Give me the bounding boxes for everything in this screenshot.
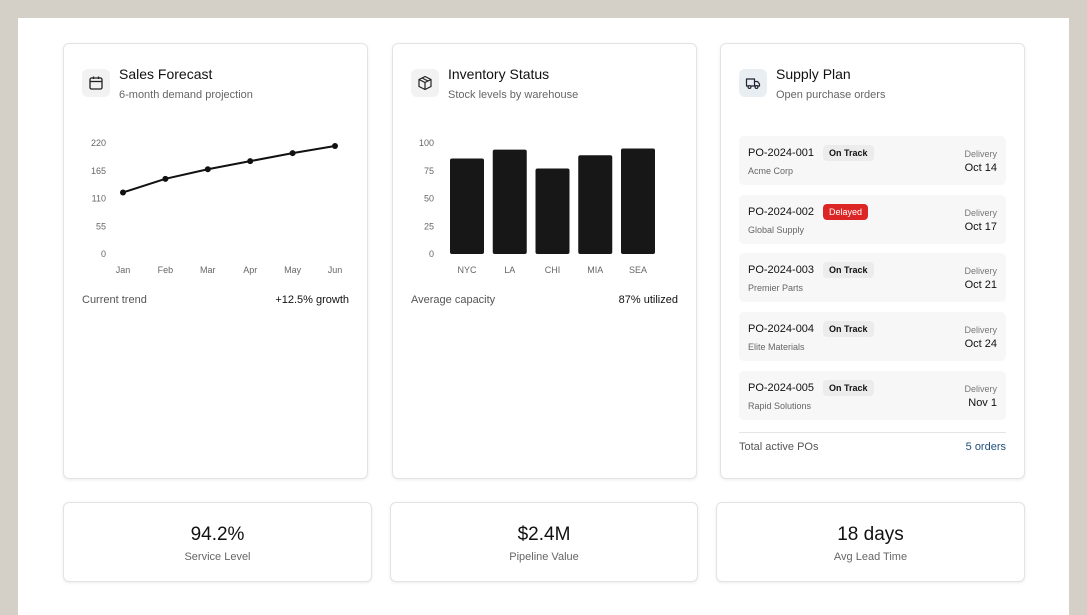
card-subtitle: 6-month demand projection [119, 89, 253, 101]
supplier: Premier Parts [748, 283, 804, 294]
y-tick-label: 110 [92, 194, 106, 204]
y-tick-label: 165 [91, 166, 106, 176]
point [204, 166, 211, 173]
x-tick-label: LA [504, 265, 515, 275]
inventory-card: Inventory Status Stock levels by warehou… [392, 43, 697, 479]
supplier: Elite Materials [748, 342, 805, 353]
card-subtitle: Open purchase orders [776, 89, 886, 101]
x-tick-label: May [284, 265, 302, 275]
order-id: PO-2024-003 [748, 264, 815, 277]
point [289, 150, 296, 157]
supplier: Acme Corp [748, 166, 794, 176]
delivery-label: Delivery [964, 149, 997, 159]
card-title: Supply Plan [776, 66, 851, 82]
x-tick-label: Feb [158, 265, 174, 275]
x-tick-label: NYC [457, 265, 477, 275]
chart: 0 25 50 75 100 NYC LA CHI MIA SEA [419, 138, 655, 275]
metric-label: Avg Lead Time [833, 551, 908, 563]
card-subtitle: Stock levels by warehouse [448, 89, 579, 101]
y-tick-label: 55 [96, 221, 106, 231]
status-badge: On Track [823, 321, 874, 338]
bar [492, 149, 527, 254]
bar [450, 158, 484, 254]
footer-label: Average capacity [411, 294, 496, 306]
order-row[interactable]: PO-2024-002 Delayed Global Supply Delivery O… [739, 194, 1006, 244]
footer-value[interactable]: 5 orders [965, 441, 1006, 453]
truck-icon [739, 69, 767, 97]
delivery-date: Oct 14 [964, 162, 997, 174]
x-tick-label: Jun [328, 265, 343, 275]
x-tick-label: CHI [545, 265, 561, 275]
order-row[interactable]: PO-2024-001 On Track Acme Corp Delivery Oct … [739, 136, 1006, 185]
x-tick-label: MIA [587, 265, 603, 275]
x-tick-label: Apr [243, 265, 257, 275]
y-tick-label: 0 [101, 249, 106, 259]
delivery-date: Oct 24 [964, 338, 997, 351]
order-id: PO-2024-002 [748, 205, 815, 218]
chart: 0 55 110 165 220 Jan Feb Mar Apr May Jun [91, 138, 343, 275]
y-tick-label: 50 [424, 194, 434, 204]
y-tick-label: 25 [424, 221, 434, 231]
x-tick-label: SEA [629, 265, 647, 275]
bar [535, 168, 570, 254]
supplier: Global Supply [748, 224, 805, 235]
calendar-icon [82, 69, 110, 97]
metric-card: 18 days Avg Lead Time [716, 502, 1025, 582]
sales-card: Sales Forecast 6-month demand projection… [63, 43, 368, 479]
point [162, 175, 169, 182]
bar [578, 155, 613, 254]
footer-label: Current trend [82, 294, 147, 306]
card-title: Inventory Status [448, 66, 550, 82]
delivery-date: Oct 17 [964, 220, 997, 233]
card-title: Sales Forecast [119, 66, 213, 82]
order-id: PO-2024-005 [748, 381, 815, 394]
order-row[interactable]: PO-2024-004 On Track Elite Materials Delive… [739, 312, 1006, 362]
delivery-date: Oct 21 [964, 279, 997, 292]
delivery-label: Delivery [964, 266, 997, 277]
divider [739, 432, 1006, 433]
y-tick-label: 100 [419, 138, 434, 148]
x-tick-label: Jan [116, 265, 131, 275]
status-badge: Delayed [823, 203, 869, 220]
box-icon [411, 69, 439, 97]
metric-value: 94.2% [190, 524, 245, 545]
metric-label: Service Level [184, 551, 251, 563]
footer-value: 87% utilized [618, 294, 678, 306]
metric-card: 94.2% Service Level [63, 502, 372, 582]
metric-value: $2.4M [517, 524, 571, 545]
supplier: Rapid Solutions [748, 400, 812, 411]
order-row[interactable]: PO-2024-005 On Track Rapid Solutions Delive… [739, 370, 1006, 420]
point [247, 158, 254, 165]
footer-value: +12.5% growth [275, 294, 349, 306]
order-id: PO-2024-004 [748, 323, 815, 336]
footer-label: Total active POs [739, 441, 819, 453]
delivery-date: Nov 1 [968, 396, 997, 409]
y-tick-label: 0 [429, 249, 434, 259]
supply-card: Supply Plan Open purchase orders PO-2024… [720, 43, 1025, 479]
order-id: PO-2024-001 [748, 147, 815, 159]
bar [621, 148, 655, 254]
status-badge: On Track [823, 145, 874, 161]
point [332, 143, 338, 150]
y-tick-label: 220 [91, 138, 106, 148]
order-row[interactable]: PO-2024-003 On Track Premier Parts Delivery… [739, 253, 1006, 303]
metric-label: Pipeline Value [509, 551, 579, 563]
delivery-label: Delivery [964, 325, 997, 336]
metric-card: $2.4M Pipeline Value [390, 502, 698, 582]
status-badge: On Track [823, 262, 874, 279]
delivery-label: Delivery [964, 207, 997, 218]
metric-value: 18 days [837, 524, 904, 545]
status-badge: On Track [823, 379, 874, 396]
delivery-label: Delivery [964, 383, 997, 394]
trend-line [122, 145, 336, 194]
y-tick-label: 75 [424, 166, 434, 176]
point [120, 189, 126, 196]
x-tick-label: Mar [200, 265, 216, 275]
